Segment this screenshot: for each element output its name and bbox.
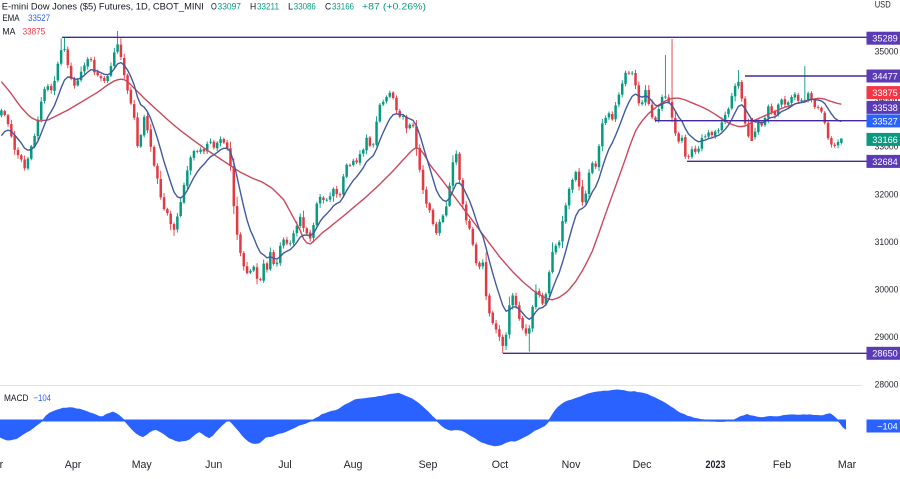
- svg-text:33097: 33097: [218, 1, 242, 12]
- svg-text:MA: MA: [2, 26, 16, 37]
- svg-text:Jul: Jul: [278, 459, 292, 471]
- svg-text:+87 (+0.26%): +87 (+0.26%): [362, 1, 426, 12]
- svg-text:28650: 28650: [872, 349, 898, 359]
- svg-text:32000: 32000: [875, 189, 899, 199]
- svg-text:29000: 29000: [875, 332, 899, 342]
- svg-text:34477: 34477: [872, 71, 898, 81]
- svg-text:33527: 33527: [28, 13, 50, 24]
- svg-text:Sep: Sep: [419, 459, 438, 471]
- svg-text:Nov: Nov: [562, 459, 582, 471]
- svg-text:33166: 33166: [872, 135, 898, 145]
- svg-text:E-mini Dow Jones ($5) Futures,: E-mini Dow Jones ($5) Futures, 1D, CBOT_…: [2, 1, 204, 12]
- svg-text:33875: 33875: [23, 26, 46, 37]
- svg-text:Jun: Jun: [205, 459, 222, 471]
- svg-text:33211: 33211: [257, 1, 279, 12]
- svg-text:33538: 33538: [872, 103, 898, 113]
- svg-text:28000: 28000: [875, 380, 899, 390]
- svg-text:33875: 33875: [872, 88, 898, 98]
- svg-text:MACD: MACD: [4, 393, 29, 404]
- svg-text:31000: 31000: [875, 237, 899, 247]
- svg-text:−104: −104: [877, 421, 898, 431]
- svg-text:33086: 33086: [294, 1, 316, 12]
- svg-text:Mar: Mar: [838, 459, 857, 471]
- svg-text:Apr: Apr: [65, 459, 82, 471]
- svg-text:30000: 30000: [875, 284, 899, 294]
- svg-text:35000: 35000: [875, 47, 899, 57]
- svg-text:H: H: [250, 1, 256, 12]
- svg-text:35289: 35289: [872, 34, 898, 44]
- svg-text:USD: USD: [875, 0, 891, 10]
- svg-text:May: May: [132, 459, 153, 471]
- svg-text:Mar: Mar: [0, 459, 4, 471]
- svg-text:32684: 32684: [872, 157, 898, 167]
- svg-text:Oct: Oct: [492, 459, 509, 471]
- svg-text:L: L: [288, 1, 293, 12]
- svg-text:EMA: EMA: [2, 13, 20, 24]
- svg-text:O: O: [211, 1, 217, 12]
- svg-text:C: C: [325, 1, 331, 12]
- svg-text:33527: 33527: [872, 116, 898, 126]
- svg-text:Dec: Dec: [633, 459, 653, 471]
- svg-text:Aug: Aug: [344, 459, 363, 471]
- svg-text:33166: 33166: [332, 1, 354, 12]
- svg-text:−104: −104: [34, 393, 52, 404]
- svg-text:2023: 2023: [706, 459, 726, 471]
- svg-text:Feb: Feb: [773, 459, 791, 471]
